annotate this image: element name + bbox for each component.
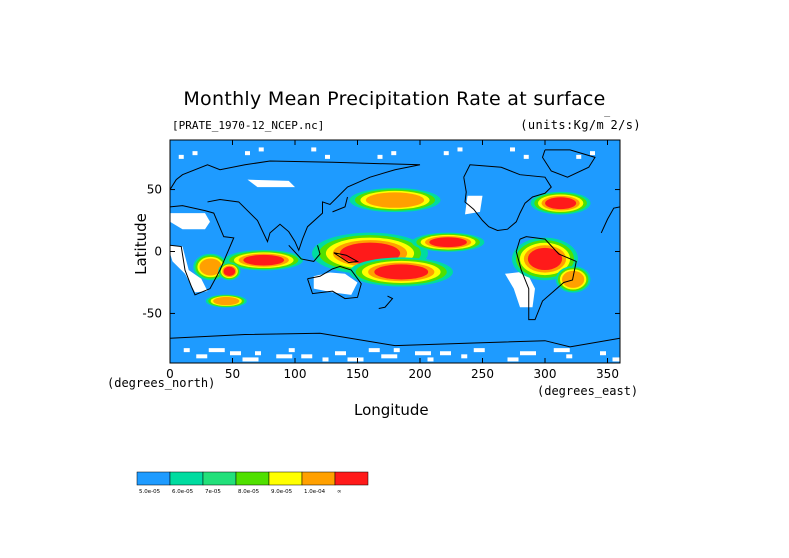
low-precip-cell	[612, 357, 620, 362]
low-precip-cell	[192, 151, 198, 156]
colorbar-swatch	[268, 471, 303, 486]
coastline	[307, 265, 362, 300]
low-precip-cell	[457, 147, 463, 152]
low-precip-region	[505, 271, 535, 308]
low-precip-cell	[520, 351, 536, 356]
colorbar-label: 9.0e-05	[271, 489, 293, 495]
coastline	[378, 295, 394, 309]
low-precip-cell	[566, 354, 573, 359]
low-precip-cell	[325, 154, 330, 159]
y-axis-label: Latitude	[132, 213, 150, 275]
chart-subtitle: [PRATE_1970-12_NCEP.nc]	[172, 119, 325, 132]
y-tick-label: 0	[154, 245, 162, 259]
coastline	[170, 332, 620, 348]
x-tick-label: 100	[284, 367, 307, 381]
low-precip-cell	[510, 147, 515, 152]
low-precip-region	[170, 245, 208, 293]
coastline	[333, 252, 360, 264]
x-tick-label: 150	[346, 367, 369, 381]
low-precip-cell	[255, 351, 261, 356]
low-precip-cell	[415, 351, 431, 356]
precip-region-madagascar	[218, 262, 241, 281]
low-precip-cell	[393, 348, 400, 353]
low-precip-cell	[208, 348, 225, 353]
precip-region-itcz-pacific	[412, 232, 485, 252]
low-precip-cell	[377, 154, 383, 159]
colorbar-swatch	[301, 471, 336, 486]
low-precip-cell	[473, 348, 485, 353]
low-precip-cell	[183, 348, 190, 353]
colorbar-label: 6.0e-05	[172, 489, 194, 495]
y-unit-label: (degrees_north)	[107, 376, 216, 390]
colorbar-label: 7e-05	[205, 489, 221, 495]
x-unit-label: (degrees_east)	[537, 384, 639, 398]
low-precip-cell	[391, 151, 397, 156]
low-precip-cell	[178, 154, 184, 159]
low-precip-cell	[288, 348, 295, 353]
colorbar-swatch	[202, 471, 237, 486]
coastline	[515, 236, 577, 321]
low-precip-cell	[322, 357, 329, 362]
low-precip-cell	[381, 354, 398, 359]
low-precip-cell	[230, 351, 241, 356]
coastline	[332, 196, 348, 213]
precip-region-south-indian-storm-track	[205, 294, 247, 308]
low-precip-region	[170, 213, 210, 230]
precip-region-indian-ocean-itcz	[224, 249, 303, 271]
precip-region-north-pacific-storm-track	[349, 188, 441, 213]
coastline	[170, 160, 421, 252]
low-precip-cell	[245, 151, 250, 156]
low-precip-cell	[523, 154, 529, 159]
low-precip-cell	[258, 147, 264, 152]
y-tick-label: -50	[142, 306, 162, 320]
low-precip-cell	[335, 351, 346, 356]
x-tick-label: 250	[471, 367, 494, 381]
low-precip-cell	[276, 354, 293, 359]
colorbar-swatch	[334, 471, 369, 486]
coastline	[600, 206, 620, 234]
low-precip-cell	[368, 348, 380, 353]
x-tick-label: 50	[225, 367, 240, 381]
colorbar-label: 1.0e-04	[304, 489, 326, 495]
colorbar-label: 8.0e-05	[238, 489, 260, 495]
precip-region-spcz	[349, 257, 453, 287]
low-precip-region	[465, 195, 483, 215]
colorbar-swatch	[169, 471, 204, 486]
low-precip-cell	[600, 351, 606, 356]
colorbar-label: ∞	[337, 489, 342, 495]
colorbar-label: 5.0e-05	[139, 489, 161, 495]
low-precip-cell	[347, 357, 364, 362]
x-tick-label: 300	[534, 367, 557, 381]
precip-region-gulf-stream	[530, 191, 591, 215]
coastline	[170, 205, 235, 296]
coastline	[288, 244, 321, 262]
units-label: (units:Kg/m‾2/s)	[520, 116, 641, 132]
y-tick-label: 50	[147, 183, 162, 197]
x-tick-label: 200	[409, 367, 432, 381]
x-tick-label: 0	[166, 367, 174, 381]
coastline	[463, 164, 552, 231]
coastline	[541, 149, 596, 178]
x-axis-label: Longitude	[354, 401, 429, 419]
low-precip-cell	[242, 357, 259, 362]
chart-title: Monthly Mean Precipitation Rate at surfa…	[183, 88, 606, 110]
colorbar-swatch	[136, 471, 171, 486]
low-precip-region	[247, 179, 295, 188]
colorbar-swatch	[235, 471, 270, 486]
low-precip-cell	[301, 354, 313, 359]
low-precip-cell	[311, 147, 317, 152]
low-precip-cell	[590, 151, 595, 156]
x-tick-label: 350	[596, 367, 619, 381]
low-precip-cell	[461, 354, 468, 359]
low-precip-cell	[440, 351, 451, 356]
low-precip-cell	[576, 154, 582, 159]
low-precip-cell	[196, 354, 208, 359]
low-precip-cell	[427, 357, 434, 362]
low-precip-cell	[553, 348, 570, 353]
low-precip-cell	[443, 151, 449, 156]
low-precip-region	[313, 272, 358, 295]
low-precip-cell	[507, 357, 519, 362]
